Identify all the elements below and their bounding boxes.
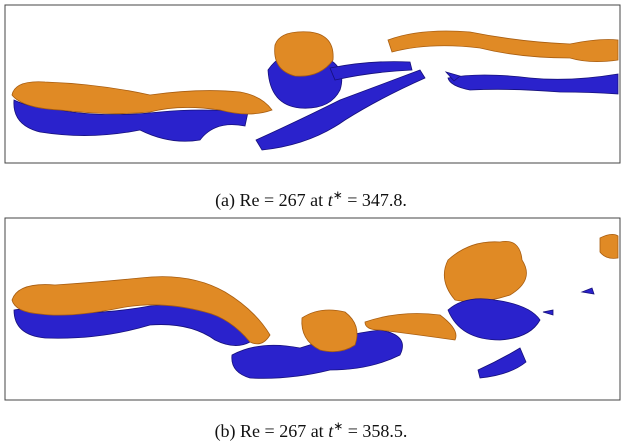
caption-superscript: ∗ xyxy=(333,419,343,433)
caption-label: (a) Re = 267 at xyxy=(215,190,323,210)
figure-page: (a) Re = 267 at t∗ = 347.8. (b) Re = 267… xyxy=(0,0,622,447)
caption-rest: = 347.8. xyxy=(347,190,407,210)
caption-superscript: ∗ xyxy=(333,188,343,202)
caption: (a) Re = 267 at t∗ = 347.8. xyxy=(0,188,622,211)
caption-rest: = 358.5. xyxy=(348,421,408,441)
renderings xyxy=(0,0,622,447)
caption-label: (b) Re = 267 at xyxy=(215,421,324,441)
caption: (b) Re = 267 at t∗ = 358.5. xyxy=(0,419,622,442)
